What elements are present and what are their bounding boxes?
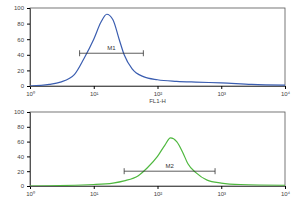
y-tick-label: 80 [17,124,24,130]
x-axis-line [31,187,286,190]
plot-frame [30,8,285,86]
histogram-line [30,14,285,86]
x-tick: 10¹ [90,186,99,197]
x-tick-label: 10⁰ [26,190,35,197]
gate-end [79,50,80,56]
y-tick-mark [27,24,30,25]
y-tick: 20 [17,68,30,74]
x-axis-title: FL1-H [149,98,166,104]
y-tick: 20 [17,169,30,175]
y-tick-label: 60 [17,37,24,43]
histogram-line [30,138,285,186]
y-tick-label: 0 [21,183,25,189]
gate-end [143,50,144,56]
y-tick-label: 80 [17,21,24,27]
y-tick-label: 100 [14,109,25,115]
x-tick: 10² [154,186,163,197]
x-tick-mark [158,86,159,89]
y-axis: 0 20 40 60 80 100 [14,5,31,89]
y-tick-label: 40 [17,154,24,160]
gate-label: M2 [165,163,174,169]
x-tick-label: 10⁴ [281,191,291,197]
panel: 10⁰ 10¹ 10² 10³ 10⁴ 0 20 40 60 80 100 FL1-H M1 [14,5,291,104]
x-tick-mark [94,186,95,189]
y-tick-label: 100 [14,5,25,11]
gate-end [215,168,216,174]
figure: 10⁰ 10¹ 10² 10³ 10⁴ 0 20 40 60 80 100 FL1-H M1 10⁰ 10¹… [0,0,300,200]
y-tick-mark [27,186,30,187]
x-tick-label: 10² [154,191,163,197]
x-tick-label: 10³ [217,91,226,97]
x-axis: 10⁰ 10¹ 10² 10³ 10⁴ [26,186,290,197]
y-tick: 60 [17,37,30,43]
panel: 10⁰ 10¹ 10² 10³ 10⁴ 0 20 40 60 80 100 M2 [14,109,291,197]
x-tick-label: 10¹ [90,191,99,197]
y-tick: 100 [14,109,30,115]
x-tick-label: 10³ [217,191,226,197]
x-tick: 10⁰ [26,86,35,97]
y-tick: 40 [17,154,30,160]
y-tick-mark [27,112,30,113]
x-tick: 10³ [217,186,226,197]
y-tick-mark [27,142,30,143]
y-tick: 80 [17,21,30,27]
y-tick-label: 40 [17,52,24,58]
x-tick: 10⁰ [26,186,35,197]
y-tick: 0 [21,83,30,89]
y-tick-label: 60 [17,139,24,145]
y-tick: 100 [14,5,30,11]
x-tick-label: 10⁴ [281,91,291,97]
y-tick: 40 [17,52,30,58]
x-axis-line [31,87,286,90]
y-axis: 0 20 40 60 80 100 [14,109,31,189]
y-axis-line [27,9,31,87]
y-tick-label: 20 [17,169,24,175]
gate-end [124,168,125,174]
x-tick: 10² [154,86,163,97]
y-tick-mark [27,171,30,172]
y-tick-mark [27,156,30,157]
gate-label: M1 [107,45,116,51]
x-tick-mark [221,86,222,89]
x-tick: 10⁴ [281,86,291,97]
y-tick-label: 20 [17,68,24,74]
x-tick-mark [158,186,159,189]
y-tick-mark [27,39,30,40]
x-tick-label: 10¹ [90,91,99,97]
y-tick-mark [27,70,30,71]
y-axis-line [27,113,31,187]
x-tick-mark [221,186,222,189]
gate-bar [80,53,144,54]
x-axis: 10⁰ 10¹ 10² 10³ 10⁴ [26,86,290,97]
x-tick: 10¹ [90,86,99,97]
plot-area [30,138,285,186]
y-tick-mark [27,86,30,87]
x-tick-mark [94,86,95,89]
y-tick-mark [27,55,30,56]
x-tick-mark [285,186,286,189]
x-tick-label: 10⁰ [26,90,35,97]
x-tick: 10³ [217,86,226,97]
y-tick-label: 0 [21,83,25,89]
y-tick: 80 [17,124,30,130]
x-tick-label: 10² [154,91,163,97]
plot-frame [30,112,285,186]
plot-area [30,14,285,86]
x-tick-mark [285,86,286,89]
y-tick-mark [27,8,30,9]
y-tick-mark [27,127,30,128]
gate-bar [124,171,215,172]
y-tick: 60 [17,139,30,145]
x-tick: 10⁴ [281,186,291,197]
y-tick: 0 [21,183,30,189]
